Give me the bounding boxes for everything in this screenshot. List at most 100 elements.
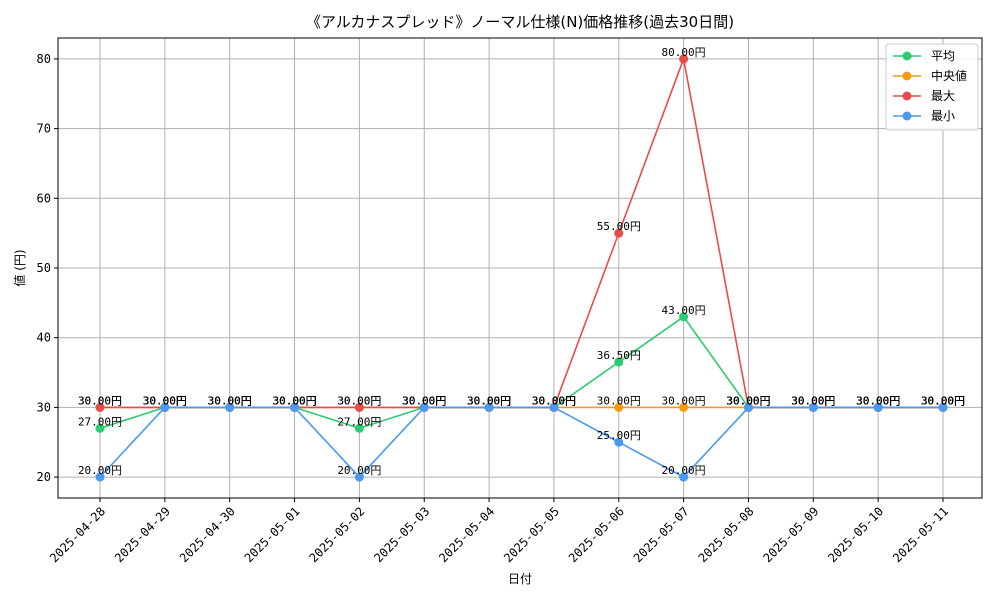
data-label: 30.00円 (662, 394, 706, 407)
data-label: 30.00円 (726, 394, 770, 407)
data-point (743, 402, 753, 412)
data-label: 30.00円 (78, 394, 122, 407)
data-label: 30.00円 (597, 394, 641, 407)
data-label: 30.00円 (726, 394, 770, 407)
series-line (99, 315, 943, 430)
data-point (290, 402, 300, 412)
data-point (225, 402, 235, 412)
data-point (354, 423, 364, 433)
legend-label: 最小 (931, 109, 955, 123)
x-tick-label: 2025-05-02 (307, 504, 368, 565)
data-label: 30.00円 (272, 394, 316, 407)
data-label: 55.00円 (597, 220, 641, 233)
y-tick-label: 50 (37, 261, 51, 275)
y-tick-label: 70 (37, 122, 51, 136)
chart-title: 《アルカナスプレッド》ノーマル仕様(N)価格推移(過去30日間) (306, 13, 734, 31)
data-label: 80.00円 (662, 46, 706, 59)
data-label: 30.00円 (856, 394, 900, 407)
data-label: 30.00円 (532, 394, 576, 407)
data-label: 43.00円 (662, 304, 706, 317)
x-tick-label: 2025-05-03 (371, 504, 432, 565)
x-tick-label: 2025-05-09 (760, 504, 821, 565)
data-label: 30.00円 (532, 394, 576, 407)
data-label: 30.00円 (78, 394, 122, 407)
legend-label: 平均 (931, 49, 955, 63)
data-point (938, 402, 948, 412)
x-tick-label: 2025-05-11 (890, 504, 951, 565)
x-tick-label: 2025-05-10 (825, 504, 886, 565)
data-point (679, 402, 689, 412)
data-label: 30.00円 (856, 394, 900, 407)
data-point (679, 312, 689, 322)
y-axis-label: 値 (円) (12, 249, 27, 286)
data-label: 20.00円 (662, 464, 706, 477)
data-point (354, 472, 364, 482)
data-label: 30.00円 (726, 394, 770, 407)
data-label: 30.00円 (272, 394, 316, 407)
legend-label: 最大 (931, 89, 955, 103)
legend-marker (902, 71, 912, 81)
data-point (614, 357, 624, 367)
data-label: 20.00円 (337, 464, 381, 477)
data-label: 30.00円 (921, 394, 965, 407)
series-line (100, 55, 943, 409)
y-tick-label: 30 (37, 400, 51, 414)
data-label: 30.00円 (143, 394, 187, 407)
x-tick-label: 2025-05-06 (566, 504, 627, 565)
y-tick-label: 60 (37, 191, 51, 205)
data-point (549, 402, 559, 412)
data-point (354, 402, 364, 412)
data-point (614, 228, 624, 238)
legend-marker (902, 91, 912, 101)
data-point (419, 402, 429, 412)
y-tick-label: 80 (37, 52, 51, 66)
data-label: 30.00円 (921, 394, 965, 407)
legend-marker (902, 111, 912, 121)
y-tick-label: 20 (37, 470, 51, 484)
data-label: 27.00円 (78, 415, 122, 428)
data-point (614, 402, 624, 412)
data-label: 30.00円 (532, 394, 576, 407)
x-tick-label: 2025-05-01 (242, 504, 303, 565)
data-label: 36.50円 (597, 349, 641, 362)
data-label: 30.00円 (143, 394, 187, 407)
data-label: 30.00円 (337, 394, 381, 407)
data-label: 30.00円 (208, 394, 252, 407)
data-label: 30.00円 (791, 394, 835, 407)
grid (58, 38, 982, 498)
data-point (679, 472, 689, 482)
data-label: 30.00円 (856, 394, 900, 407)
data-label: 30.00円 (726, 394, 770, 407)
data-point (160, 402, 170, 412)
data-label: 30.00円 (467, 394, 511, 407)
data-label: 30.00円 (272, 394, 316, 407)
data-label: 30.00円 (791, 394, 835, 407)
data-label: 30.00円 (272, 394, 316, 407)
data-label: 30.00円 (337, 394, 381, 407)
data-label: 30.00円 (402, 394, 446, 407)
x-tick-label: 2025-05-07 (631, 504, 692, 565)
data-label: 30.00円 (402, 394, 446, 407)
data-point (614, 437, 624, 447)
x-tick-label: 2025-05-04 (436, 504, 497, 565)
series-lines (95, 54, 948, 482)
data-label: 20.00円 (78, 464, 122, 477)
data-point (808, 402, 818, 412)
data-label: 30.00円 (208, 394, 252, 407)
data-label: 30.00円 (921, 394, 965, 407)
data-label: 30.00円 (143, 394, 187, 407)
data-point (95, 472, 105, 482)
legend-marker (902, 51, 912, 61)
data-point (679, 54, 689, 64)
data-point (95, 423, 105, 433)
data-label: 30.00円 (467, 394, 511, 407)
x-tick-label: 2025-04-28 (47, 504, 108, 565)
data-labels: 27.00円 30.00円 30.00円 30.00円 27.00円 30.00円 30.0… (78, 46, 965, 477)
data-label: 30.00円 (143, 394, 187, 407)
x-axis-label: 日付 (508, 572, 532, 586)
x-tick-label: 2025-04-30 (177, 504, 238, 565)
data-label: 30.00円 (402, 394, 446, 407)
